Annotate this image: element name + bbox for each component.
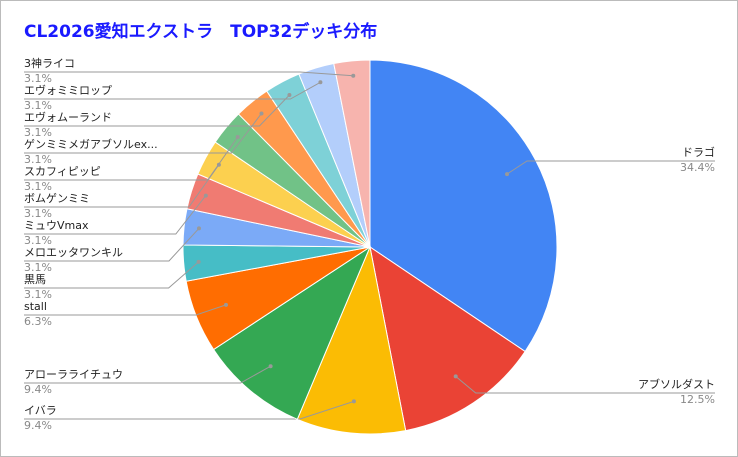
leader-dot [203,193,208,198]
leader-line [24,304,227,316]
slice-value: 9.4% [24,383,52,396]
chart-title: CL2026愛知エクストラ TOP32デッキ分布 [24,21,377,42]
slice-label: ボムゲンミミ [24,192,90,205]
leader-line [506,160,715,175]
leader-line [24,261,199,289]
leader-dot [235,135,240,140]
slice-value: 3.1% [24,234,52,247]
slice-label: イバラ [24,404,57,417]
slice-label: アブソルダスト [638,377,715,391]
slice-label: スカフィピッピ [24,165,101,178]
pie-slice [333,59,371,248]
leader-line [455,376,715,394]
leader-line [24,71,354,77]
slice-label: エヴォムーランド [24,110,112,124]
leader-line [24,81,321,100]
slice-value: 6.3% [24,315,52,328]
slice-label: エヴォミミロップ [24,83,112,97]
leader-line [24,136,239,181]
leader-dot [453,374,458,379]
leader-dot [287,92,292,97]
pie-slice [369,59,558,353]
slice-label: 3神ライコ [24,56,75,70]
pie-slice [369,245,526,432]
slice-value: 3.1% [24,99,52,112]
slice-label: アローラライチュウ [24,368,123,381]
slice-value: 3.1% [24,288,52,301]
pie-slice [296,245,407,435]
slice-value: 12.5% [680,393,715,406]
slice-value: 3.1% [24,72,52,85]
slice-label: 黒馬 [24,273,46,286]
slice-label: メロエッタワンキル [24,246,123,259]
slice-label: stall [24,300,47,313]
slice-label: ミュウVmax [24,219,89,232]
slice-value: 34.4% [680,161,715,174]
leader-dot [196,226,201,231]
slice-value: 3.1% [24,153,52,166]
leader-dot [318,80,323,85]
leader-line [24,365,271,384]
slice-label: ゲンミミメガアブソルex... [24,137,158,151]
slice-label: ドラゴ [682,145,715,159]
leader-dot [196,259,201,264]
slice-value: 3.1% [24,126,52,139]
leader-dot [505,172,510,177]
slice-value: 9.4% [24,419,52,432]
leader-dot [351,399,356,404]
slice-value: 3.1% [24,207,52,220]
leader-dot [351,73,356,78]
leader-line [24,113,262,154]
slice-value: 3.1% [24,261,52,274]
leader-dot [223,302,228,307]
leader-line [24,228,200,262]
leader-line [24,94,290,127]
leader-dot [259,111,264,116]
leader-line [24,195,207,235]
slice-value: 3.1% [24,180,52,193]
leader-line [24,400,355,420]
leader-dot [268,364,273,369]
